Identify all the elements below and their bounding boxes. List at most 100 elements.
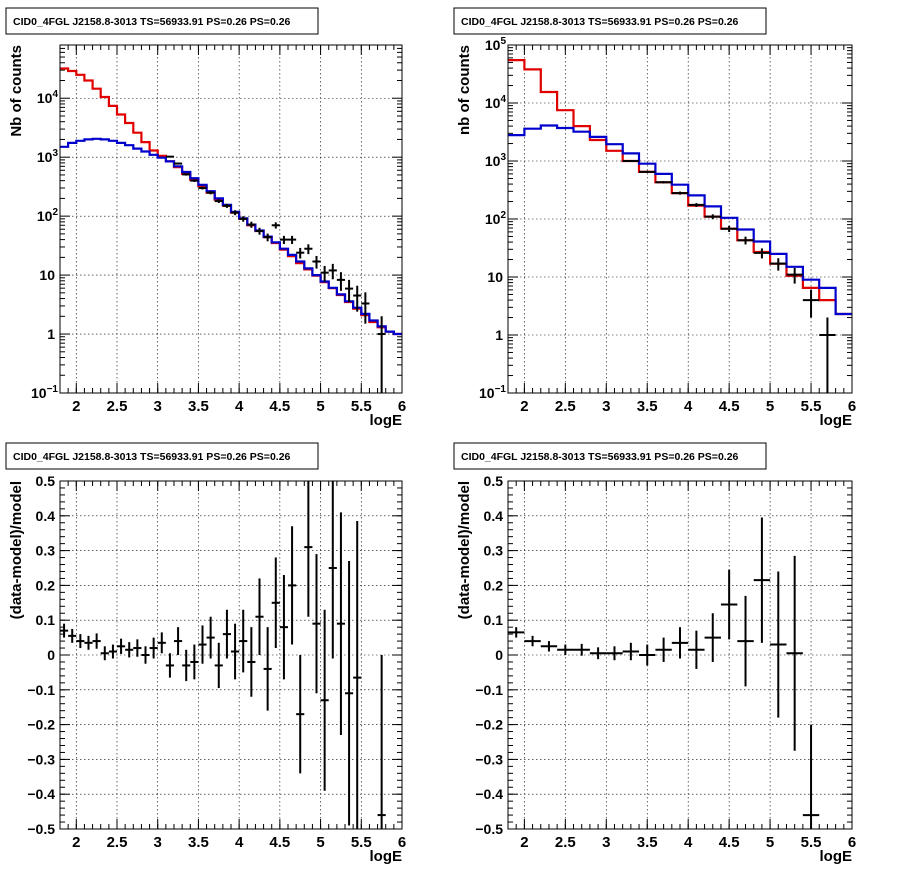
x-tick-label: 4.5 bbox=[269, 834, 290, 851]
plot-panel-2: CID0_4FGL J2158.8-3013 TS=56933.91 PS=0.… bbox=[453, 7, 856, 429]
x-tick-label: 5 bbox=[766, 398, 774, 415]
x-tick-label: 3.5 bbox=[637, 834, 658, 851]
data-point bbox=[312, 255, 321, 269]
data-point bbox=[182, 173, 191, 176]
data-point bbox=[296, 247, 305, 259]
data-point bbox=[68, 628, 77, 643]
x-tick-label: 2.5 bbox=[555, 834, 576, 851]
data-point bbox=[239, 609, 248, 673]
data-point bbox=[312, 554, 321, 694]
y-tick-base: 10 bbox=[485, 211, 501, 227]
x-tick-label: 3 bbox=[602, 398, 610, 415]
y-tick-label: 105 bbox=[485, 36, 507, 53]
chart-title: CID0_4FGL J2158.8-3013 TS=56933.91 PS=0.… bbox=[461, 451, 739, 463]
data-point bbox=[214, 642, 223, 689]
x-tick-label: 6 bbox=[848, 834, 856, 851]
data-point bbox=[819, 317, 836, 393]
y-tick-label: −0.4 bbox=[475, 786, 503, 802]
data-point bbox=[320, 609, 329, 791]
data-point bbox=[279, 235, 288, 244]
y-tick-label: 0.5 bbox=[36, 473, 56, 489]
data-point bbox=[671, 191, 689, 195]
data-point bbox=[737, 236, 754, 245]
title-box bbox=[5, 7, 319, 35]
data-point bbox=[557, 644, 574, 655]
data-point bbox=[60, 623, 69, 638]
x-tick-label: 3.5 bbox=[188, 834, 209, 851]
y-tick-label: 1 bbox=[47, 326, 55, 342]
x-tick-label: 4 bbox=[684, 398, 693, 415]
data-point bbox=[190, 179, 199, 182]
y-tick-label: 0 bbox=[495, 647, 503, 663]
x-tick-label: 2.5 bbox=[555, 398, 576, 415]
data-point bbox=[606, 646, 623, 661]
x-tick-label: 4 bbox=[235, 834, 244, 851]
y-axis-label: (data-model)/model bbox=[8, 481, 25, 619]
data-point bbox=[133, 639, 142, 657]
y-axis-label: (data-model)/model bbox=[456, 481, 473, 619]
data-point bbox=[328, 263, 337, 280]
x-axis-label: logE bbox=[820, 412, 853, 429]
data-point bbox=[802, 289, 820, 318]
data-point bbox=[589, 647, 607, 660]
data-point bbox=[753, 248, 771, 259]
x-tick-label: 2 bbox=[72, 834, 80, 851]
y-tick-label: −0.1 bbox=[475, 682, 503, 698]
y-tick-label: 0.2 bbox=[36, 577, 56, 593]
y-tick-label: −0.2 bbox=[475, 717, 503, 733]
title-box bbox=[5, 442, 319, 470]
data-point bbox=[704, 214, 721, 220]
data-point bbox=[247, 221, 256, 228]
y-tick-label: 0.4 bbox=[36, 508, 56, 524]
data-point bbox=[279, 574, 288, 680]
y-tick-label: 10−1 bbox=[479, 384, 506, 401]
y-tick-base: 10 bbox=[37, 208, 53, 224]
y-tick-label: 103 bbox=[485, 152, 507, 169]
y-tick-label: 1 bbox=[495, 327, 503, 343]
y-tick-label: 104 bbox=[485, 94, 507, 111]
x-axis-label: logE bbox=[370, 848, 403, 865]
data-point bbox=[304, 244, 313, 255]
y-axis-label: nb of counts bbox=[456, 45, 473, 135]
x-tick-label: 4.5 bbox=[719, 398, 740, 415]
data-point bbox=[174, 162, 183, 165]
data-point bbox=[288, 526, 297, 645]
data-point bbox=[149, 637, 158, 659]
data-point bbox=[222, 609, 231, 659]
x-tick-label: 5.5 bbox=[351, 834, 372, 851]
data-point bbox=[688, 630, 705, 669]
data-point bbox=[271, 222, 280, 229]
y-tick-label: 103 bbox=[37, 148, 59, 165]
data-point bbox=[786, 555, 803, 751]
data-point bbox=[753, 517, 771, 643]
x-tick-label: 5.5 bbox=[351, 398, 372, 415]
plot-panel-1: CID0_4FGL J2158.8-3013 TS=56933.91 PS=0.… bbox=[5, 7, 406, 429]
y-tick-exponent: 5 bbox=[500, 36, 506, 47]
data-point bbox=[737, 595, 754, 687]
data-point bbox=[353, 285, 362, 312]
data-point bbox=[231, 623, 240, 680]
data-point bbox=[786, 267, 803, 284]
y-tick-label: 0 bbox=[47, 647, 55, 663]
data-point bbox=[157, 632, 166, 654]
data-point bbox=[165, 155, 174, 158]
data-point bbox=[255, 227, 264, 235]
data-point bbox=[239, 216, 248, 222]
series-total-histogram bbox=[508, 59, 852, 316]
data-point bbox=[222, 203, 231, 208]
data-point bbox=[655, 181, 672, 184]
title-box bbox=[453, 7, 767, 35]
y-tick-label: 102 bbox=[485, 210, 507, 227]
data-point bbox=[108, 644, 117, 659]
data-point bbox=[361, 292, 370, 324]
y-tick-label: 0.2 bbox=[484, 577, 504, 593]
x-tick-label: 6 bbox=[398, 834, 406, 851]
data-point bbox=[336, 272, 345, 291]
data-point bbox=[328, 481, 337, 659]
y-tick-exponent: 2 bbox=[52, 207, 58, 218]
data-point bbox=[206, 191, 215, 195]
y-tick-exponent: 2 bbox=[500, 210, 506, 221]
data-point bbox=[639, 644, 656, 666]
y-tick-label: 0.5 bbox=[484, 473, 504, 489]
title-box bbox=[453, 442, 767, 470]
